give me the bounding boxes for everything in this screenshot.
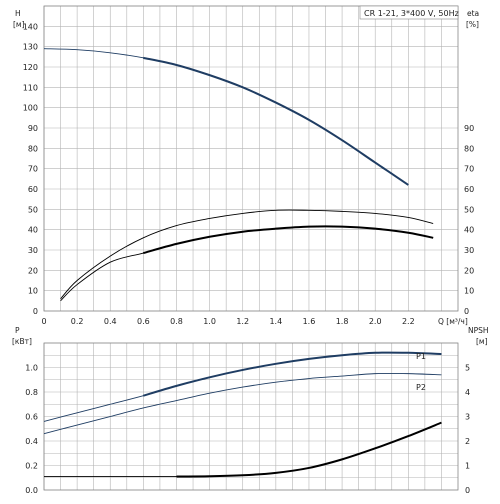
upper-right-axis-label-1: [%] <box>466 20 479 29</box>
upper-left-tick-label: 40 <box>28 226 38 235</box>
upper-left-tick-label: 140 <box>23 22 38 31</box>
upper-left-tick-label: 100 <box>23 104 38 113</box>
upper-right-tick-label: 60 <box>464 185 474 194</box>
upper-left-tick-label: 50 <box>28 205 38 214</box>
series-label-p1: P1 <box>416 352 426 361</box>
upper-right-tick-label: 30 <box>464 246 474 255</box>
upper-x-tick-label: 0 <box>41 317 46 326</box>
series-label-p2: P2 <box>416 383 426 392</box>
lower-left-tick-label: 1.0 <box>25 364 38 373</box>
lower-series <box>43 351 442 478</box>
upper-right-tick-label: 0 <box>464 307 469 316</box>
lower-right-tick-label: 5 <box>465 364 470 373</box>
upper-right-tick-label: 10 <box>464 287 474 296</box>
upper-x-tick-label: 1.8 <box>336 317 349 326</box>
upper-left-tick-label: 10 <box>28 287 38 296</box>
upper-series-2-bold <box>143 225 434 255</box>
upper-x-tick-label: 0.6 <box>137 317 150 326</box>
lower-left-tick-label: 0.2 <box>25 462 38 471</box>
upper-right-tick-label: 20 <box>464 266 474 275</box>
lower-right-axis-label-1: [м] <box>476 337 488 346</box>
upper-left-tick-label: 130 <box>23 43 38 52</box>
lower-left-tick-label: 0.8 <box>25 388 38 397</box>
lower-panel: P [кВт] NPSH [м] 0.0 0.2 0.4 0.6 0.8 1.0 0 1 2 3… <box>12 326 489 495</box>
upper-left-tick-label: 120 <box>23 63 38 72</box>
lower-series-p1-bold <box>143 351 442 397</box>
upper-left-ticks: 0 10 20 30 40 50 60 70 80 90 100 110 120 130 140 <box>23 22 38 316</box>
upper-series-0-bold <box>143 56 409 186</box>
lower-right-tick-label: 2 <box>465 437 470 446</box>
upper-left-axis-label-1: [м] <box>13 20 25 29</box>
upper-series <box>43 48 434 302</box>
lower-left-axis-label-1: [кВт] <box>12 337 32 346</box>
upper-x-axis-label: Q [м³/ч] <box>438 317 468 326</box>
upper-left-tick-label: 20 <box>28 266 38 275</box>
upper-left-tick-label: 70 <box>28 165 38 174</box>
lower-right-tick-label: 4 <box>465 388 470 397</box>
upper-left-tick-label: 60 <box>28 185 38 194</box>
upper-panel: CR 1-21, 3*400 V, 50Hz H [м] eta [%] Q [… <box>13 5 479 326</box>
lower-frame <box>43 342 459 491</box>
upper-right-ticks: 0 10 20 30 40 50 60 70 80 90 <box>464 124 474 316</box>
lower-series-npsh-bold <box>176 421 442 478</box>
upper-title-box <box>359 5 459 20</box>
upper-left-tick-label: 110 <box>23 83 38 92</box>
lower-right-tick-label: 0 <box>465 486 470 495</box>
upper-series-2-line <box>60 225 434 302</box>
upper-x-tick-label: 1.2 <box>236 317 249 326</box>
upper-title: CR 1-21, 3*400 V, 50Hz <box>364 9 459 18</box>
lower-left-tick-label: 0.6 <box>25 413 38 422</box>
upper-right-axis-label-0: eta <box>467 9 479 18</box>
upper-left-tick-label: 90 <box>28 124 38 133</box>
upper-x-tick-label: 0.2 <box>71 317 84 326</box>
upper-right-tick-label: 90 <box>464 124 474 133</box>
lower-right-tick-label: 3 <box>465 413 470 422</box>
upper-x-tick-label: 1.4 <box>269 317 282 326</box>
lower-grid <box>43 342 458 491</box>
upper-series-1-line <box>60 209 434 300</box>
upper-grid <box>43 5 458 312</box>
upper-right-tick-label: 70 <box>464 165 474 174</box>
upper-x-tick-label: 2.2 <box>402 317 415 326</box>
upper-x-tick-label: 0.4 <box>104 317 117 326</box>
lower-series-p2-line <box>43 372 442 435</box>
upper-left-tick-label: 80 <box>28 144 38 153</box>
upper-right-tick-label: 40 <box>464 226 474 235</box>
lower-right-axis-label-0: NPSH <box>468 326 489 335</box>
lower-right-ticks: 0 1 2 3 4 5 <box>465 364 470 496</box>
upper-left-tick-label: 0 <box>33 307 38 316</box>
lower-right-tick-label: 1 <box>465 462 470 471</box>
lower-left-axis-label-0: P <box>15 326 20 335</box>
upper-frame <box>43 5 459 312</box>
lower-left-ticks: 0.0 0.2 0.4 0.6 0.8 1.0 <box>25 364 38 496</box>
upper-x-ticks: 0 0.2 0.4 0.6 0.8 1.0 1.2 1.4 1.6 1.8 2.0 2.2 <box>41 317 414 326</box>
upper-left-axis-label-0: H <box>15 9 21 18</box>
upper-x-tick-label: 2.0 <box>369 317 382 326</box>
upper-x-tick-label: 1.6 <box>303 317 316 326</box>
lower-left-tick-label: 0.0 <box>25 486 38 495</box>
upper-left-tick-label: 30 <box>28 246 38 255</box>
upper-x-tick-label: 0.8 <box>170 317 183 326</box>
lower-left-tick-label: 0.4 <box>25 437 38 446</box>
upper-right-tick-label: 50 <box>464 205 474 214</box>
upper-x-tick-label: 1.0 <box>203 317 216 326</box>
upper-right-tick-label: 80 <box>464 144 474 153</box>
